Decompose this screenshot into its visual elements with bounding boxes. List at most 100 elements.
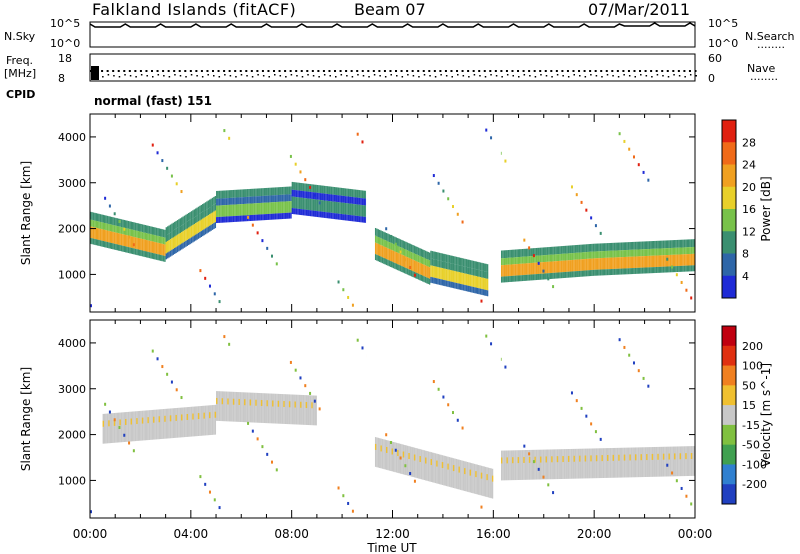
- power-cell: [427, 259, 429, 267]
- power-cell: [286, 212, 288, 219]
- power-cell: [280, 194, 282, 202]
- velocity-cell: [678, 446, 680, 477]
- velocity-cell: [423, 450, 426, 481]
- power-cell: [641, 241, 644, 250]
- velocity-cell: [411, 446, 413, 477]
- power-cell: [267, 202, 270, 214]
- power-cell: [655, 267, 658, 273]
- power-cell: [267, 213, 270, 220]
- velocity-sparse-echo: [289, 360, 292, 364]
- nave-tick-label: 0: [708, 72, 715, 85]
- power-cell: [197, 214, 200, 222]
- power-cell: [450, 281, 452, 288]
- power-cell: [651, 255, 653, 268]
- power-cell: [485, 289, 487, 296]
- power-cell: [599, 269, 602, 276]
- power-cell: [486, 264, 489, 272]
- freq-point: [267, 70, 270, 72]
- velocity-sparse-echo: [180, 396, 183, 400]
- power-cell: [417, 273, 420, 280]
- power-cell: [567, 253, 570, 261]
- power-cell: [116, 226, 119, 233]
- nave-point: [107, 74, 110, 76]
- freq-tick-label: 8: [58, 72, 65, 85]
- power-cell: [616, 250, 618, 258]
- velocity-cell: [618, 447, 620, 478]
- power-cell: [335, 187, 337, 195]
- power-sparse-echo: [456, 212, 459, 216]
- velocity-sparse-echo: [275, 468, 278, 472]
- velocity-cell: [272, 400, 275, 407]
- power-cell: [384, 258, 386, 265]
- power-cell: [109, 216, 112, 225]
- velocity-cell: [654, 446, 656, 477]
- power-cell: [669, 266, 672, 273]
- power-cell: [380, 238, 382, 246]
- power-cell: [294, 182, 296, 191]
- power-cell: [377, 237, 380, 244]
- velocity-sparse-echo: [356, 338, 359, 342]
- power-cell: [207, 200, 210, 209]
- power-cell: [175, 228, 177, 236]
- power-colorbar-cell: [722, 253, 736, 277]
- power-cell: [391, 261, 393, 268]
- power-cell: [599, 243, 602, 252]
- power-cell: [551, 254, 553, 262]
- freq-point: [539, 70, 542, 72]
- power-cell: [644, 249, 646, 257]
- power-cell: [106, 215, 109, 224]
- power-cell: [573, 271, 575, 278]
- power-sparse-echo: [318, 201, 321, 205]
- power-cell: [277, 195, 280, 202]
- power-cell: [188, 212, 190, 221]
- power-cell: [567, 245, 570, 254]
- power-cell: [651, 248, 653, 256]
- power-cell: [305, 191, 308, 199]
- freq-point: [489, 70, 492, 72]
- power-cell: [668, 254, 670, 267]
- power-cell: [430, 250, 432, 259]
- velocity-sparse-echo: [128, 441, 131, 445]
- velocity-cell: [425, 450, 427, 481]
- velocity-sparse-echo: [118, 426, 121, 430]
- power-cell: [602, 269, 604, 276]
- velocity-cell: [130, 418, 133, 425]
- velocity-cell: [633, 447, 635, 478]
- velocity-cell: [260, 399, 263, 406]
- power-data-gap: [493, 114, 501, 312]
- velocity-cell: [311, 402, 314, 409]
- power-cell: [273, 187, 275, 196]
- velocity-cell: [545, 449, 547, 480]
- velocity-sparse-echo: [690, 502, 693, 506]
- freq-point: [234, 70, 237, 72]
- power-cell: [197, 232, 200, 239]
- velocity-cell: [401, 444, 403, 475]
- power-cell: [528, 248, 531, 257]
- power-cell: [220, 205, 222, 217]
- power-cell: [150, 241, 152, 253]
- power-cell: [132, 248, 134, 255]
- freq-point: [383, 70, 386, 72]
- power-cell: [542, 247, 545, 256]
- power-cell: [101, 229, 103, 241]
- power-cell: [448, 262, 451, 270]
- nave-point: [667, 76, 670, 78]
- power-cell: [237, 197, 239, 205]
- power-sparse-echo: [442, 189, 445, 193]
- power-cell: [274, 187, 277, 196]
- power-cell: [664, 266, 666, 273]
- power-cell: [316, 184, 319, 193]
- power-cell: [676, 254, 679, 267]
- power-cell: [461, 284, 463, 291]
- velocity-sparse-echo: [528, 452, 531, 456]
- power-ylabel: Slant Range [km]: [19, 161, 33, 265]
- velocity-sparse-echo: [447, 403, 450, 407]
- velocity-sparse-echo: [175, 388, 178, 392]
- velocity-cell: [305, 395, 308, 425]
- velocity-colorbar-cell: [722, 365, 736, 386]
- power-cell: [686, 239, 688, 248]
- power-cell: [562, 253, 564, 261]
- velocity-cell: [647, 447, 649, 477]
- power-cell: [129, 221, 131, 230]
- power-cell: [648, 248, 651, 256]
